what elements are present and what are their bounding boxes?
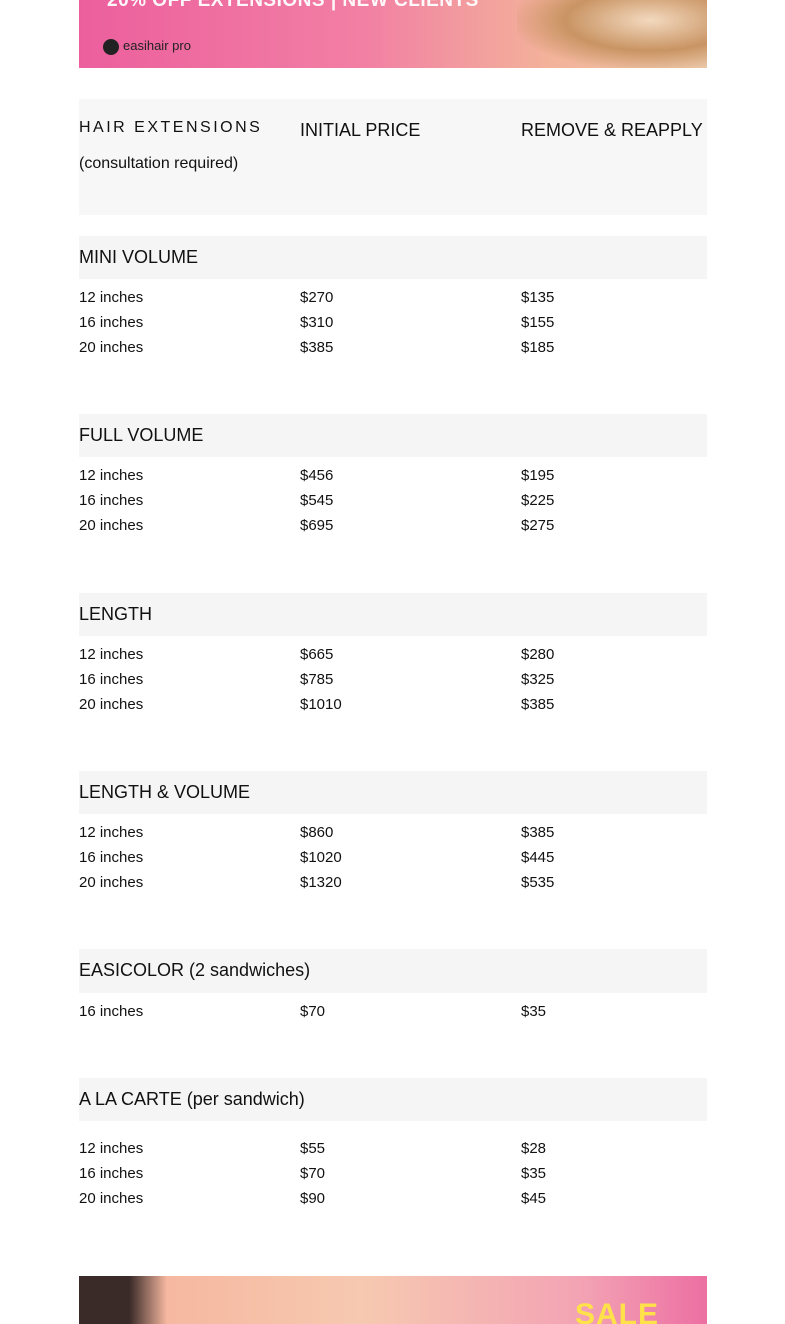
- length-cell: 20 inches: [79, 517, 144, 534]
- length-cell: 16 inches: [79, 492, 144, 509]
- price-cell: $545: [300, 492, 334, 509]
- price-cell: $665: [300, 646, 334, 663]
- price-cell: $35: [521, 1165, 547, 1182]
- price-cell: $155: [521, 314, 555, 331]
- price-cell: $860: [300, 824, 334, 841]
- price-cell: $385: [521, 696, 555, 713]
- section-name: FULL VOLUME: [79, 424, 204, 445]
- length-cell: 16 inches: [79, 314, 144, 331]
- length-cell: 12 inches: [79, 467, 144, 484]
- logo: easihair pro: [103, 38, 191, 55]
- price-cell: $445: [521, 849, 555, 866]
- section-name: LENGTH & VOLUME: [79, 781, 251, 802]
- section-bar: [79, 949, 707, 993]
- price-cell: $90: [300, 1190, 326, 1207]
- table-header: [79, 99, 707, 215]
- price-cell: $70: [300, 1165, 326, 1182]
- length-cell: 16 inches: [79, 849, 144, 866]
- length-cell: 20 inches: [79, 874, 144, 891]
- section-name: A LA CARTE (per sandwich): [79, 1088, 305, 1109]
- column-header: INITIAL PRICE: [300, 120, 421, 140]
- price-cell: $35: [521, 1003, 547, 1020]
- section-bar: [79, 771, 707, 814]
- price-cell: $270: [300, 289, 334, 306]
- length-cell: 12 inches: [79, 289, 144, 306]
- price-cell: $456: [300, 467, 334, 484]
- price-cell: $195: [521, 467, 555, 484]
- length-cell: 20 inches: [79, 1190, 144, 1207]
- section-bar: [79, 414, 707, 457]
- header-title: HAIR EXTENSIONS: [79, 119, 263, 136]
- length-cell: 20 inches: [79, 696, 144, 713]
- length-cell: 12 inches: [79, 1140, 144, 1157]
- column-header: REMOVE & REAPPLY: [521, 120, 703, 140]
- length-cell: 16 inches: [79, 1165, 144, 1182]
- bottom-banner: SALE: [79, 1276, 707, 1324]
- price-cell: $185: [521, 339, 555, 356]
- price-cell: $1320: [300, 874, 342, 891]
- section-name: LENGTH: [79, 603, 153, 624]
- length-cell: 20 inches: [79, 339, 144, 356]
- price-cell: $55: [300, 1140, 326, 1157]
- section-name: EASICOLOR (2 sandwiches): [79, 960, 311, 980]
- section-bar: [79, 593, 707, 636]
- banner-headline: 20% OFF EXTENSIONS | NEW CLIENTS: [107, 0, 479, 11]
- section-name: MINI VOLUME: [79, 246, 199, 267]
- price-cell: $385: [300, 339, 334, 356]
- price-cell: $280: [521, 646, 555, 663]
- section-bar: [79, 236, 707, 279]
- length-cell: 16 inches: [79, 1003, 144, 1020]
- banner-headline: SALE: [575, 1298, 660, 1324]
- price-cell: $1010: [300, 696, 342, 713]
- section-bar: [79, 1078, 707, 1121]
- price-cell: $45: [521, 1190, 547, 1207]
- banner-image: [517, 0, 707, 68]
- price-cell: $70: [300, 1003, 326, 1020]
- price-cell: $695: [300, 517, 334, 534]
- price-cell: $310: [300, 314, 334, 331]
- length-cell: 12 inches: [79, 646, 144, 663]
- price-cell: $225: [521, 492, 555, 509]
- price-cell: $28: [521, 1140, 547, 1157]
- price-cell: $275: [521, 517, 555, 534]
- price-cell: $135: [521, 289, 555, 306]
- price-cell: $325: [521, 671, 555, 688]
- length-cell: 16 inches: [79, 671, 144, 688]
- top-banner: 20% OFF EXTENSIONS | NEW CLIENTS easihai…: [79, 0, 707, 68]
- length-cell: 12 inches: [79, 824, 144, 841]
- price-cell: $385: [521, 824, 555, 841]
- header-note: (consultation required): [79, 155, 239, 172]
- price-cell: $535: [521, 874, 555, 891]
- price-cell: $1020: [300, 849, 342, 866]
- price-cell: $785: [300, 671, 334, 688]
- logo-text: easihair pro: [123, 38, 191, 53]
